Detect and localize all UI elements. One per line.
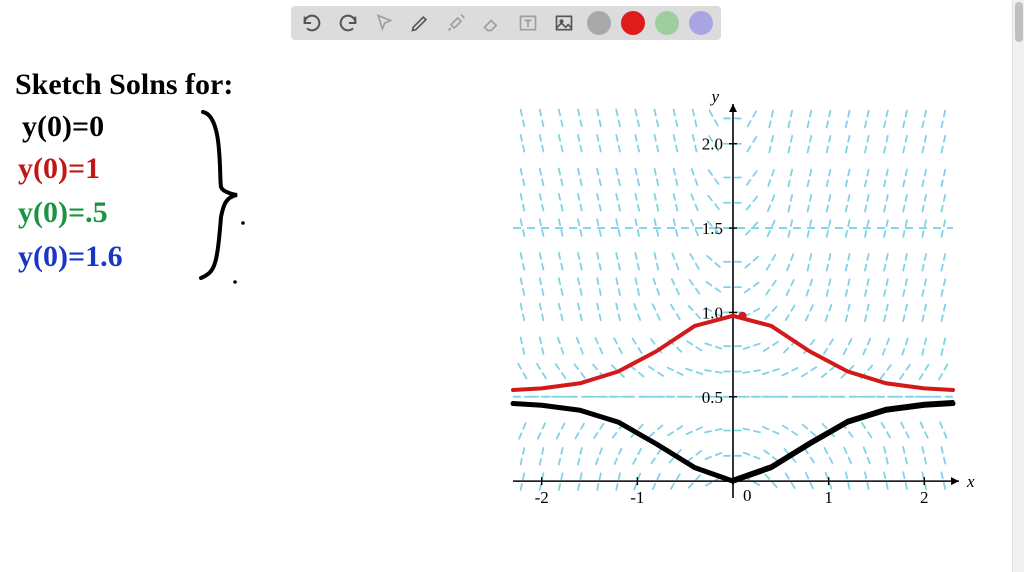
note-title: Sketch Solns for: — [15, 68, 233, 102]
toolbar — [291, 6, 721, 40]
undo-button[interactable] — [299, 10, 325, 36]
scrollbar-thumb[interactable] — [1015, 2, 1023, 42]
color-red[interactable] — [621, 11, 645, 35]
note-ic-3: y(0)=.5 — [18, 196, 108, 230]
svg-text:2: 2 — [920, 488, 929, 507]
color-gray[interactable] — [587, 11, 611, 35]
svg-text:0: 0 — [743, 486, 752, 505]
scrollbar[interactable] — [1012, 0, 1024, 572]
svg-text:-2: -2 — [535, 488, 549, 507]
text-tool[interactable] — [515, 10, 541, 36]
svg-text:-1: -1 — [630, 488, 644, 507]
svg-text:y: y — [709, 90, 719, 106]
svg-text:1: 1 — [824, 488, 833, 507]
color-purple[interactable] — [689, 11, 713, 35]
svg-text:2.0: 2.0 — [702, 135, 723, 154]
svg-text:0.5: 0.5 — [702, 388, 723, 407]
eraser-tool[interactable] — [479, 10, 505, 36]
svg-text:x: x — [966, 472, 975, 491]
note-ic-1: y(0)=0 — [22, 110, 104, 144]
color-green[interactable] — [655, 11, 679, 35]
brace-icon — [195, 108, 255, 298]
pointer-tool[interactable] — [371, 10, 397, 36]
canvas-area: Sketch Solns for: y(0)=0 y(0)=1 y(0)=.5 … — [0, 0, 1012, 572]
image-tool[interactable] — [551, 10, 577, 36]
note-ic-4: y(0)=1.6 — [18, 240, 123, 274]
svg-text:1.5: 1.5 — [702, 219, 723, 238]
direction-field-chart: -2-11200.51.01.52.0xy — [455, 90, 975, 530]
redo-button[interactable] — [335, 10, 361, 36]
tools-button[interactable] — [443, 10, 469, 36]
note-ic-2: y(0)=1 — [18, 152, 100, 186]
pencil-tool[interactable] — [407, 10, 433, 36]
